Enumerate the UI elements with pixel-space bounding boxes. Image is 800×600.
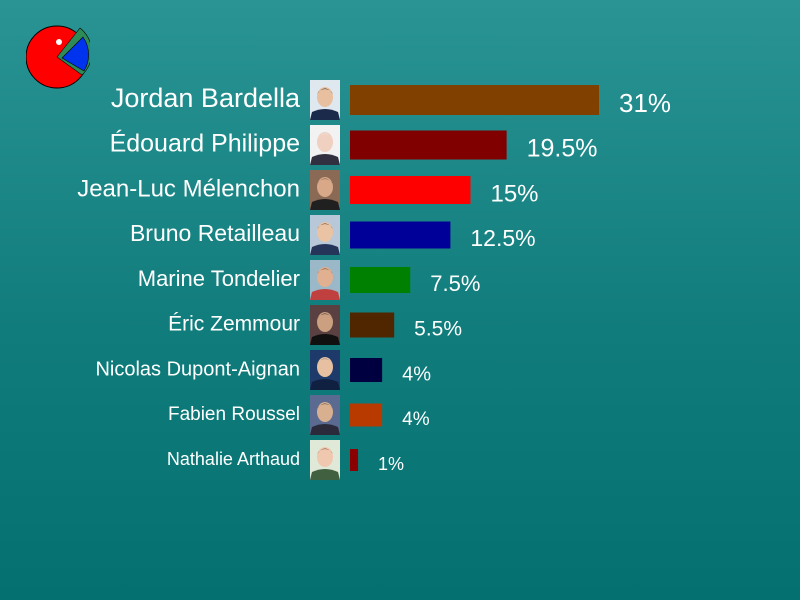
portrait-icon — [310, 440, 340, 480]
portrait-icon — [310, 395, 340, 435]
portrait-icon — [310, 305, 340, 345]
candidate-name: Nathalie Arthaud — [167, 449, 300, 469]
value-label: 4% — [402, 409, 430, 430]
candidate-name: Fabien Roussel — [168, 404, 300, 425]
portrait-icon — [310, 350, 340, 390]
value-label: 31% — [619, 88, 671, 118]
value-label: 7.5% — [430, 271, 480, 296]
bar — [350, 267, 411, 293]
candidate-name: Nicolas Dupont-Aignan — [95, 358, 300, 380]
bar — [350, 449, 359, 471]
candidate-name: Jordan Bardella — [111, 83, 301, 113]
value-label: 1% — [378, 454, 404, 474]
value-label: 12.5% — [470, 225, 535, 251]
portrait-icon — [310, 125, 340, 165]
candidate-name: Édouard Philippe — [110, 129, 300, 158]
bar — [350, 176, 471, 204]
pacman-pie-icon — [26, 25, 90, 89]
value-label: 15% — [490, 180, 538, 207]
bar — [350, 221, 451, 249]
bar — [350, 130, 507, 160]
bar — [350, 403, 383, 427]
candidate-name: Bruno Retailleau — [130, 220, 300, 246]
candidate-name: Éric Zemmour — [168, 313, 300, 336]
portrait-icon — [310, 170, 340, 210]
value-label: 4% — [402, 363, 431, 385]
candidate-name: Marine Tondelier — [138, 266, 300, 291]
bar — [350, 312, 395, 338]
bar — [350, 85, 599, 115]
portrait-icon — [310, 260, 340, 300]
portrait-icon — [310, 80, 340, 120]
value-label: 19.5% — [527, 135, 598, 163]
portrait-icon — [310, 215, 340, 255]
bar — [350, 358, 383, 382]
value-label: 5.5% — [414, 318, 462, 341]
candidate-name: Jean-Luc Mélenchon — [77, 175, 300, 202]
